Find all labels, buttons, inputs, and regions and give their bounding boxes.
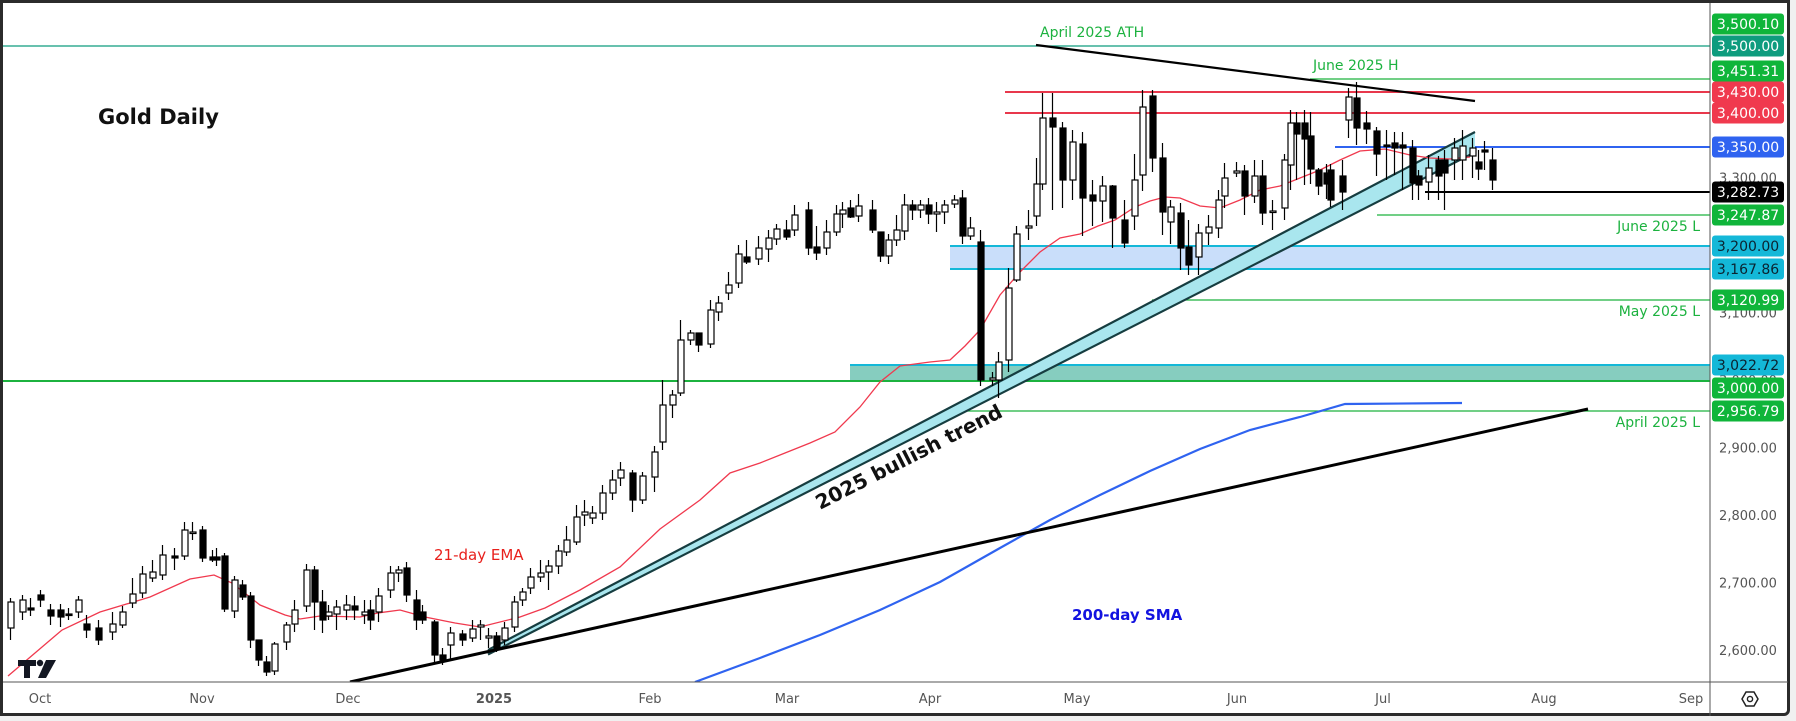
price-tick-label: 2,800.00	[1719, 509, 1777, 524]
annotations: Gold Daily April 2025 ATH June 2025 H June …	[98, 25, 1700, 624]
trendlines	[349, 43, 1589, 682]
price-tag[interactable]	[1712, 258, 1784, 280]
price-tag[interactable]	[1712, 13, 1784, 35]
price-tag-label: 3,430.00	[1717, 85, 1779, 101]
bullish-trend-channel	[487, 131, 1476, 656]
time-tick-label: Sep	[1679, 692, 1704, 707]
descending-trendline	[1035, 43, 1476, 103]
annotation-2025-bullish-trend: 2025 bullish trend	[811, 399, 1006, 514]
price-tag-label: 3,451.31	[1717, 64, 1779, 80]
price-tick-label: 2,700.00	[1719, 577, 1777, 592]
time-tick-label: Nov	[189, 692, 215, 707]
candlesticks	[7, 82, 1497, 676]
price-tag-label: 2,956.79	[1717, 404, 1779, 420]
settings-gear-icon[interactable]	[1741, 691, 1759, 707]
long-term-trendline	[349, 407, 1589, 682]
price-tag[interactable]	[1712, 289, 1784, 311]
annotation-april-2025-ath: April 2025 ATH	[1040, 25, 1144, 41]
price-tag[interactable]	[1712, 204, 1784, 226]
time-tick-label: Oct	[29, 692, 51, 707]
annotation-june-2025-h: June 2025 H	[1312, 58, 1399, 74]
price-tag-label: 3,500.10	[1717, 17, 1779, 33]
price-tag[interactable]	[1712, 81, 1784, 103]
price-tag-label: 3,022.72	[1717, 358, 1779, 374]
price-tag-label: 3,000.00	[1717, 381, 1779, 397]
price-tag-label: 3,500.00	[1717, 39, 1779, 55]
annotation-april-2025-l: April 2025 L	[1616, 415, 1701, 431]
price-tag[interactable]	[1712, 400, 1784, 422]
price-tag[interactable]	[1712, 136, 1784, 158]
time-tick-label: Jun	[1226, 692, 1247, 707]
price-tag[interactable]	[1712, 35, 1784, 57]
price-tag[interactable]	[1712, 181, 1784, 203]
time-tick-label: Jul	[1374, 692, 1391, 707]
price-tag[interactable]	[1712, 102, 1784, 124]
price-tag-label: 3,247.87	[1717, 208, 1779, 224]
time-tick-label: Apr	[919, 692, 942, 707]
annotation-200-day-sma: 200-day SMA	[1072, 606, 1183, 624]
time-tick-label: Mar	[775, 692, 800, 707]
time-tick-label: 2025	[476, 692, 512, 707]
price-tag[interactable]	[1712, 60, 1784, 82]
support-zone-3167-3200	[950, 246, 1710, 269]
time-tick-label: Aug	[1531, 692, 1556, 707]
price-tick-label: 2,900.00	[1719, 442, 1777, 457]
annotation-gold-daily: Gold Daily	[98, 105, 219, 129]
price-tag-label: 3,167.86	[1717, 262, 1779, 278]
price-tag[interactable]	[1712, 235, 1784, 257]
price-tag-label: 3,282.73	[1717, 185, 1779, 201]
price-tag-label: 3,400.00	[1717, 106, 1779, 122]
annotation-june-2025-l: June 2025 L	[1616, 219, 1700, 235]
tradingview-logo	[18, 659, 56, 678]
annotation-21-day-ema: 21-day EMA	[434, 546, 524, 564]
price-axis[interactable]: 2,600.00 2,700.00 2,800.00 2,900.00 3,000.00…	[1709, 3, 1784, 716]
price-tag[interactable]	[1712, 354, 1784, 376]
support-zone-3000-3022	[850, 365, 1710, 381]
price-tag-label: 3,200.00	[1717, 239, 1779, 255]
200-day-sma-line	[694, 401, 1463, 682]
time-axis[interactable]: Oct Nov Dec 2025 Feb Mar Apr May Jun Jul Aug Sep	[3, 681, 1788, 707]
price-tag-label: 3,120.99	[1717, 293, 1779, 309]
time-tick-label: Dec	[335, 692, 360, 707]
price-tag[interactable]	[1712, 377, 1784, 399]
price-tick-label: 2,600.00	[1719, 644, 1777, 659]
time-tick-label: May	[1064, 692, 1091, 707]
annotation-may-2025-l: May 2025 L	[1619, 304, 1700, 320]
price-tag-label: 3,350.00	[1717, 140, 1779, 156]
horizontal-levels	[3, 45, 1710, 412]
time-tick-label: Feb	[638, 692, 661, 707]
